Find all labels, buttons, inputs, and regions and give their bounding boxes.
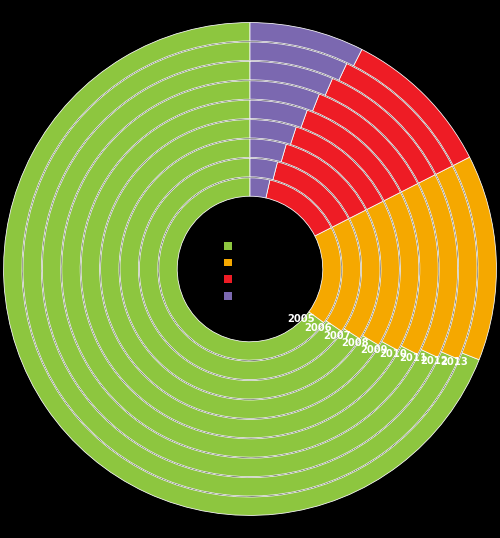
Text: 2011: 2011 xyxy=(400,353,427,363)
Wedge shape xyxy=(250,61,332,95)
Wedge shape xyxy=(4,23,479,515)
Wedge shape xyxy=(301,110,400,201)
Wedge shape xyxy=(402,183,438,355)
Wedge shape xyxy=(382,193,419,350)
Wedge shape xyxy=(250,158,278,180)
Wedge shape xyxy=(453,157,496,360)
Wedge shape xyxy=(326,219,360,331)
Wedge shape xyxy=(339,63,452,174)
Wedge shape xyxy=(159,178,324,360)
Wedge shape xyxy=(281,144,366,218)
Text: 2010: 2010 xyxy=(380,349,407,359)
Bar xyxy=(224,275,232,283)
Text: 2006: 2006 xyxy=(304,323,332,333)
Text: 2012: 2012 xyxy=(420,356,448,366)
Text: 2008: 2008 xyxy=(341,338,369,349)
Wedge shape xyxy=(120,139,360,399)
Wedge shape xyxy=(309,228,341,323)
Wedge shape xyxy=(250,100,307,128)
Wedge shape xyxy=(290,127,383,209)
Wedge shape xyxy=(81,100,398,438)
Bar xyxy=(224,259,232,266)
Wedge shape xyxy=(325,79,435,183)
Text: 2005: 2005 xyxy=(288,314,315,324)
Wedge shape xyxy=(100,119,378,419)
Bar xyxy=(224,292,232,300)
Wedge shape xyxy=(23,42,458,496)
Wedge shape xyxy=(354,49,470,166)
Wedge shape xyxy=(344,210,380,338)
Wedge shape xyxy=(273,162,348,227)
Wedge shape xyxy=(140,158,342,380)
Wedge shape xyxy=(266,180,331,236)
Wedge shape xyxy=(250,23,362,66)
Wedge shape xyxy=(62,81,418,457)
Text: 2007: 2007 xyxy=(323,331,350,342)
Wedge shape xyxy=(312,94,418,192)
Wedge shape xyxy=(250,42,346,80)
Wedge shape xyxy=(250,81,320,111)
Wedge shape xyxy=(250,119,296,144)
Wedge shape xyxy=(250,178,270,198)
Text: 2009: 2009 xyxy=(360,344,388,355)
Wedge shape xyxy=(418,175,458,357)
Wedge shape xyxy=(42,61,438,477)
Bar xyxy=(224,242,232,250)
Wedge shape xyxy=(363,201,400,345)
Wedge shape xyxy=(250,139,286,162)
Text: 2013: 2013 xyxy=(440,357,468,367)
Wedge shape xyxy=(436,166,477,359)
